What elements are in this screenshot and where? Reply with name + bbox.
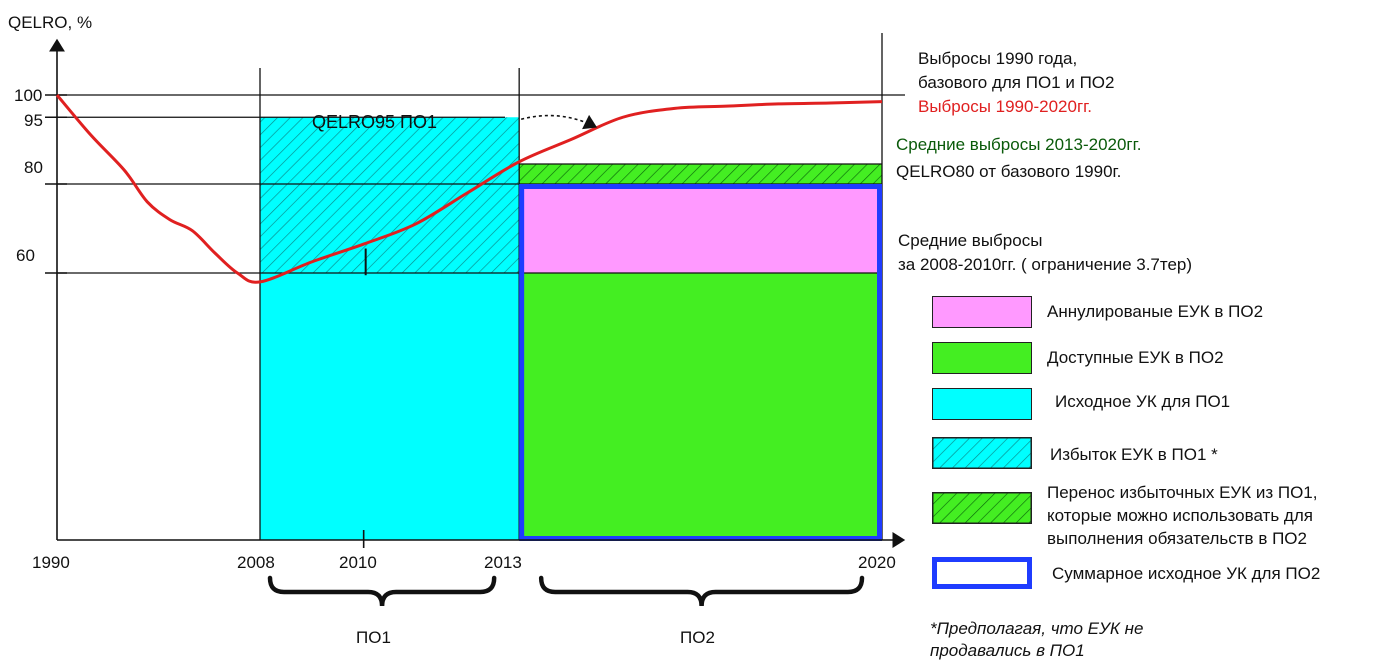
x-tick-label: 1990 xyxy=(32,553,70,572)
y-tick-label: 60 xyxy=(16,246,35,265)
legend-label: Избыток ЕУК в ПО1 * xyxy=(1050,445,1218,464)
y-tick-label: 80 xyxy=(24,158,43,177)
avg-2008-2010-label-line2: за 2008-2010гг. ( ограничение 3.7тер) xyxy=(898,255,1193,274)
legend-swatch-green-hatched xyxy=(932,492,1032,524)
legend-swatch-cyan xyxy=(932,388,1032,420)
qelro80-label: QELRO80 от базового 1990г. xyxy=(896,162,1122,181)
bar-green xyxy=(519,273,882,540)
bar-cyan-hatched xyxy=(260,117,520,273)
avg-2013-2020-label: Средние выбросы 2013-2020гг. xyxy=(896,135,1142,154)
y-axis-label: QELRO, % xyxy=(8,13,93,32)
period-label-po1: ПО1 xyxy=(356,628,391,647)
legend-label: Перенос избыточных ЕУК из ПО1, xyxy=(1047,483,1318,502)
emissions-line xyxy=(55,94,883,284)
po2-total-outline xyxy=(519,184,883,541)
bar-green-hatched xyxy=(519,163,882,184)
brace-po2 xyxy=(538,575,865,607)
legend-label: Суммарное исходное УК для ПО2 xyxy=(1052,564,1321,583)
footnote: *Предполагая, что ЕУК не продавались в П… xyxy=(930,618,1143,662)
brace-po1 xyxy=(267,575,497,607)
legend-label: которые можно использовать для xyxy=(1047,506,1313,525)
qelro95-label: QELRO95 ПО1 xyxy=(312,112,437,132)
legend-label: выполнения обязательств в ПО2 xyxy=(1047,529,1307,548)
y-tick-label: 100 xyxy=(14,86,43,105)
carryover-arrow xyxy=(520,114,598,130)
x-tick-label: 2013 xyxy=(484,553,522,572)
legend-swatch-blue-outline xyxy=(932,557,1032,589)
legend-label: Аннулированые ЕУК в ПО2 xyxy=(1047,302,1264,321)
x-tick-label: 2008 xyxy=(237,553,275,572)
legend-label: Доступные ЕУК в ПО2 xyxy=(1047,348,1224,367)
emissions-series-label: Выбросы 1990-2020гг. xyxy=(918,97,1092,116)
footnote-line: продавались в ПО1 xyxy=(930,641,1085,660)
bar-pink xyxy=(519,184,882,273)
x-tick-label: 2020 xyxy=(858,553,896,572)
legend-swatch-cyan-hatched xyxy=(932,437,1032,469)
legend-swatch-pink xyxy=(932,296,1032,328)
avg-2008-2010-label-line1: Средние выбросы xyxy=(898,231,1043,250)
period-label-po2: ПО2 xyxy=(680,628,715,647)
x-tick-label: 2010 xyxy=(339,553,377,572)
base-1990-label-line1: Выбросы 1990 года, xyxy=(918,49,1078,68)
base-1990-label-line2: базового для ПО1 и ПО2 xyxy=(918,73,1115,92)
legend-swatch-green xyxy=(932,342,1032,374)
y-tick-label: 95 xyxy=(24,111,43,130)
footnote-line: *Предполагая, что ЕУК не xyxy=(930,619,1144,638)
bar-cyan xyxy=(260,273,520,540)
legend-label: Исходное УК для ПО1 xyxy=(1055,392,1231,411)
